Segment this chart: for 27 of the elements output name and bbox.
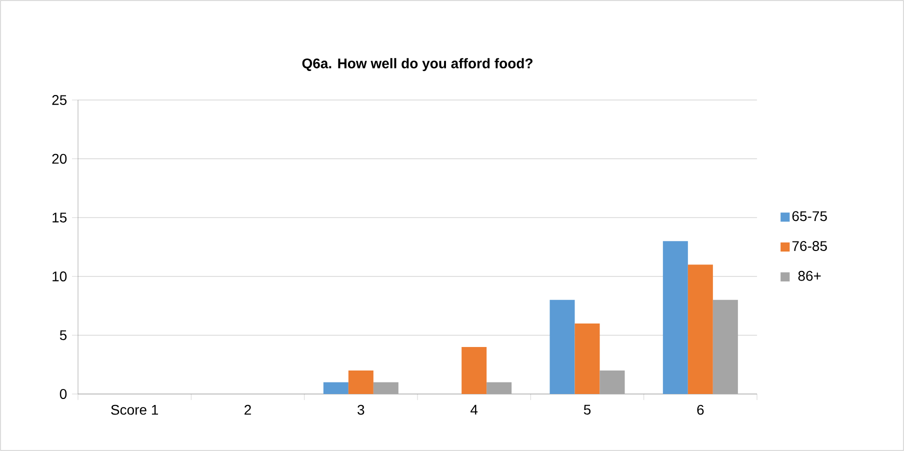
bar [688,264,713,394]
bar [486,382,512,394]
x-tick-label: 3 [358,404,364,415]
legend-label: 65-75 [792,211,827,222]
x-tick-label: 2 [244,404,251,415]
bar [550,300,575,394]
x-tick-label: 4 [470,404,478,414]
x-tick-label: 6 [697,404,704,415]
bar [462,346,487,394]
y-tick-label: 0 [60,389,67,399]
y-tick-label: 25 [52,95,67,105]
legend-label: 76-85 [792,241,827,251]
x-tick-label: 5 [584,404,591,415]
y-tick-label: 20 [52,154,67,164]
y-tick-label: 10 [52,271,67,282]
x-tick-label: Score 1 [111,404,158,415]
bar [373,382,398,394]
bar [348,370,374,394]
y-tick-label: 15 [52,212,67,222]
bar [323,382,348,394]
legend-label: 86+ [798,270,821,281]
y-tick-label: 5 [60,330,67,340]
chart-title: Q6a. How well do you afford food? [302,58,532,72]
bar [574,323,600,394]
bar [600,370,625,394]
bar [662,241,688,394]
bar [712,300,738,394]
